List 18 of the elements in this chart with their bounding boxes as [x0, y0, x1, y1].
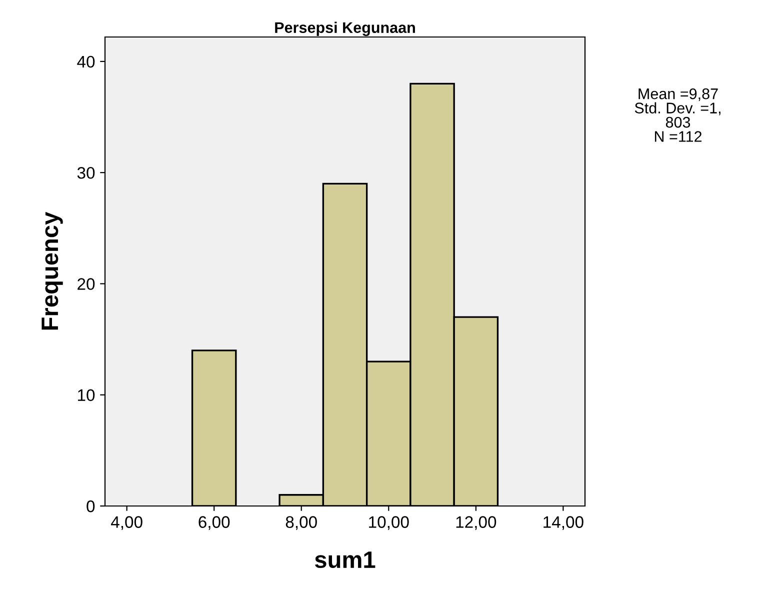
x-tick-label: 4,00 [110, 516, 142, 530]
x-axis-title: sum1 [314, 552, 376, 568]
y-tick-label: 40 [77, 56, 95, 68]
y-axis-title: Frequency [42, 212, 63, 330]
x-tick-label: 6,00 [198, 516, 230, 530]
text: 803 [666, 116, 690, 128]
x-tick-label: 12,00 [456, 516, 496, 530]
x-tick-label: 8,00 [286, 516, 317, 530]
text: Mean =9,87 [638, 88, 718, 102]
y-tick-label: 20 [78, 278, 95, 290]
chart-title: Persepsi Kegunaan [275, 22, 415, 36]
text: N =112 [654, 131, 702, 142]
y-tick-label: 30 [77, 166, 95, 179]
y-tick-label: 0 [86, 500, 95, 512]
x-tick-label: 10,00 [369, 516, 409, 530]
text: Std. Dev. =1, [634, 102, 720, 116]
x-tick-label: 14,00 [544, 516, 584, 530]
y-tick-label: 10 [78, 389, 95, 402]
